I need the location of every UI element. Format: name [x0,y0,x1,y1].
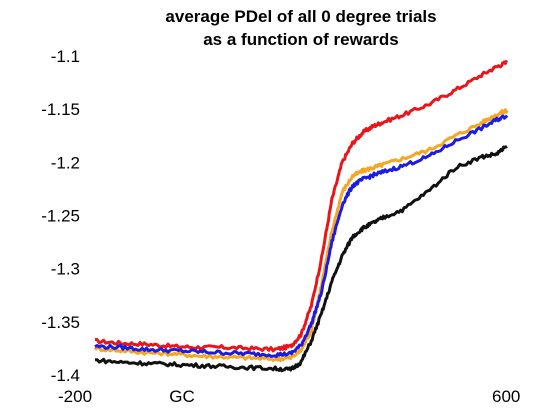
x-tick-label: -200 [58,387,92,406]
series-line-1 [94,60,508,353]
y-tick-labels: -1.1 -1.15 -1.2 -1.25 -1.3 -1.35 -1.4 [41,47,80,385]
x-tick-label: 600 [492,387,520,406]
y-tick-label: -1.15 [41,100,80,119]
y-tick-label: -1.4 [51,366,80,385]
y-tick-label: -1.25 [41,207,80,226]
series-layer [93,60,509,373]
series-line-3 [94,114,509,358]
y-tick-label: -1.1 [51,47,80,66]
y-tick-label: -1.3 [51,260,80,279]
x-tick-labels: -200 GC 600 [58,387,520,406]
series-line-2 [93,108,509,362]
y-tick-label: -1.2 [51,153,80,172]
y-tick-label: -1.35 [41,313,80,332]
chart-title-line-2: as a function of rewards [203,30,399,49]
x-tick-label: GC [169,387,195,406]
chart-title-line-1: average PDel of all 0 degree trials [165,7,436,26]
series-line-4 [94,145,508,373]
